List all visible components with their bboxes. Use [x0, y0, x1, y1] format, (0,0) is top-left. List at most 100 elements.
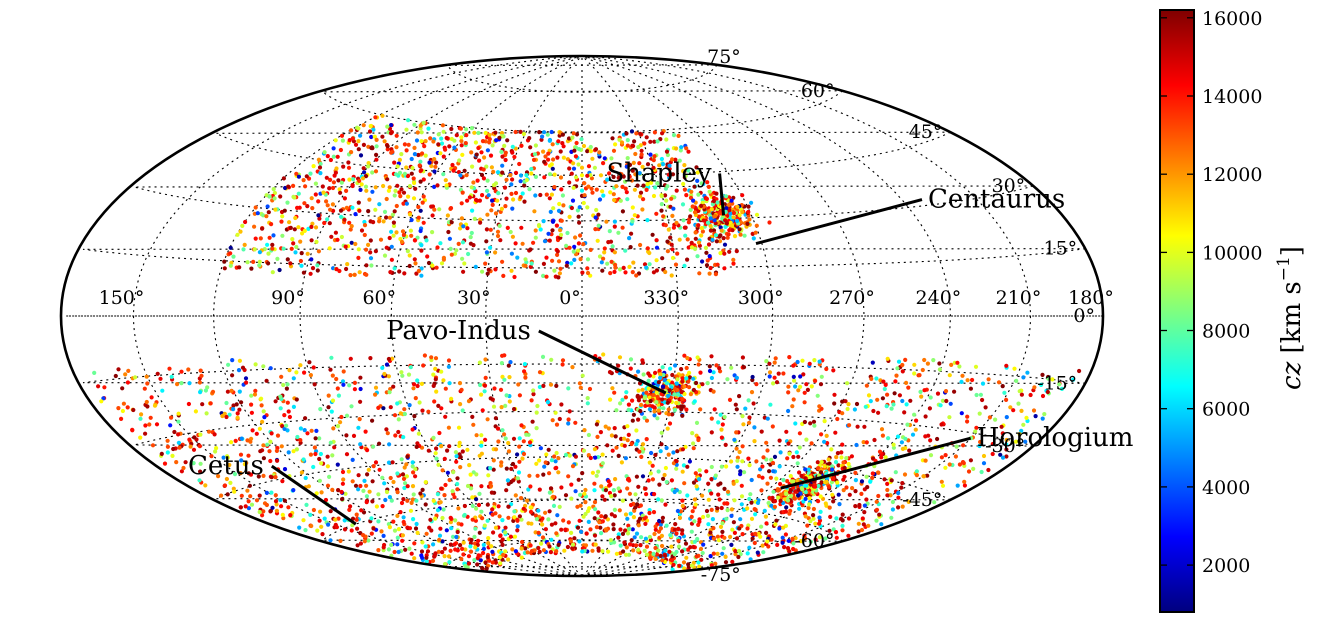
galaxy-point — [327, 221, 332, 226]
galaxy-point — [612, 269, 617, 274]
galaxy-point — [363, 174, 369, 179]
galaxy-point — [365, 472, 370, 477]
galaxy-point — [305, 204, 310, 209]
galaxy-point — [261, 443, 266, 448]
galaxy-point — [400, 229, 406, 234]
galaxy-point — [1004, 437, 1009, 443]
galaxy-point — [625, 486, 630, 491]
galaxy-point — [596, 510, 601, 515]
galaxy-point — [424, 531, 429, 536]
galaxy-point — [740, 210, 745, 215]
galaxy-point — [626, 476, 631, 481]
galaxy-point — [732, 437, 737, 442]
galaxy-point — [879, 522, 884, 527]
galaxy-point — [672, 552, 677, 557]
galaxy-point — [938, 403, 943, 408]
galaxy-point — [654, 268, 660, 273]
galaxy-point — [658, 526, 664, 531]
galaxy-point — [550, 258, 555, 263]
galaxy-point — [625, 138, 630, 143]
galaxy-point — [470, 495, 475, 500]
galaxy-point — [670, 372, 675, 378]
galaxy-point — [414, 498, 419, 503]
galaxy-point — [473, 545, 478, 550]
galaxy-point — [524, 432, 529, 437]
galaxy-point — [371, 464, 376, 469]
galaxy-point — [126, 368, 131, 373]
galaxy-point — [842, 474, 847, 479]
galaxy-point — [695, 170, 700, 175]
galaxy-point — [626, 407, 631, 412]
galaxy-point — [624, 545, 629, 550]
galaxy-point — [228, 480, 233, 485]
galaxy-point — [668, 235, 673, 240]
galaxy-point — [674, 381, 679, 386]
galaxy-point — [749, 200, 754, 205]
galaxy-point — [704, 196, 710, 201]
galaxy-point — [237, 265, 242, 270]
galaxy-point — [620, 397, 625, 402]
galaxy-point — [896, 490, 901, 496]
galaxy-point — [440, 123, 445, 128]
galaxy-point — [290, 237, 295, 242]
galaxy-point — [852, 407, 858, 412]
galaxy-point — [805, 523, 810, 528]
galaxy-point — [541, 261, 547, 266]
galaxy-point — [824, 503, 829, 508]
annotation-label: Horologium — [977, 423, 1134, 453]
galaxy-point — [315, 263, 320, 268]
galaxy-point — [298, 258, 303, 264]
galaxy-point — [668, 533, 673, 538]
galaxy-point — [566, 474, 571, 479]
galaxy-point — [503, 403, 508, 408]
galaxy-point — [406, 194, 411, 199]
galaxy-point — [500, 353, 505, 358]
galaxy-point — [519, 423, 524, 428]
galaxy-point — [671, 133, 677, 138]
galaxy-point — [643, 536, 649, 541]
galaxy-point — [401, 190, 407, 195]
galaxy-point — [609, 494, 614, 499]
galaxy-point — [548, 209, 553, 214]
galaxy-point — [585, 173, 590, 178]
galaxy-point — [706, 242, 712, 247]
galaxy-point — [630, 143, 635, 148]
galaxy-point — [801, 372, 806, 377]
galaxy-point — [861, 440, 866, 445]
galaxy-point — [900, 398, 905, 404]
galaxy-point — [682, 163, 687, 168]
galaxy-point — [513, 493, 518, 498]
galaxy-point — [748, 557, 753, 562]
galaxy-point — [872, 437, 877, 443]
galaxy-point — [491, 530, 496, 535]
galaxy-point — [565, 544, 571, 550]
galaxy-point — [511, 407, 517, 412]
galaxy-point — [710, 237, 715, 242]
galaxy-point — [483, 560, 488, 565]
galaxy-point — [548, 486, 554, 491]
galaxy-point — [470, 517, 475, 522]
galaxy-point — [368, 356, 373, 361]
galaxy-point — [325, 464, 330, 469]
galaxy-point — [680, 528, 685, 533]
galaxy-point — [860, 516, 865, 521]
galaxy-point — [361, 142, 366, 147]
galaxy-point — [353, 483, 359, 488]
galaxy-point — [675, 377, 680, 382]
galaxy-point — [444, 183, 449, 188]
galaxy-point — [191, 447, 197, 452]
galaxy-point — [611, 527, 616, 532]
galaxy-point — [618, 527, 623, 532]
galaxy-point — [603, 424, 608, 429]
galaxy-point — [877, 512, 882, 517]
galaxy-point — [729, 365, 734, 370]
galaxy-point — [457, 381, 463, 386]
galaxy-point — [271, 233, 276, 238]
galaxy-point — [684, 555, 689, 560]
galaxy-point — [416, 204, 421, 210]
galaxy-point — [488, 396, 493, 401]
galaxy-point — [447, 144, 452, 149]
galaxy-point — [613, 262, 618, 267]
galaxy-point — [421, 177, 426, 182]
galaxy-point — [538, 192, 543, 198]
